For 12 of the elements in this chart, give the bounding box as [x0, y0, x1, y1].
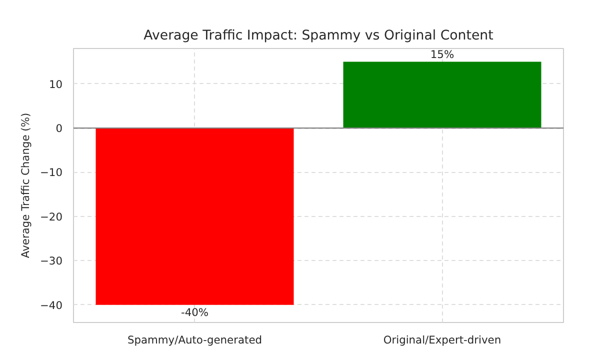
data-label: -40%	[180, 306, 209, 319]
y-axis-title: Average Traffic Change (%)	[19, 112, 32, 258]
y-tick-label: 10	[48, 78, 63, 91]
data-label: 15%	[430, 48, 454, 61]
x-tick-label: Original/Expert-driven	[383, 334, 502, 346]
chart-title: Average Traffic Impact: Spammy vs Original Content	[144, 28, 494, 44]
y-tick-label: −40	[40, 298, 63, 312]
x-tick-label: Spammy/Auto-generated	[127, 334, 262, 346]
y-tick-label: −30	[40, 254, 63, 268]
y-tick-label: 0	[56, 122, 63, 136]
y-tick-label: −20	[40, 210, 63, 224]
y-tick-label: −10	[40, 166, 63, 180]
